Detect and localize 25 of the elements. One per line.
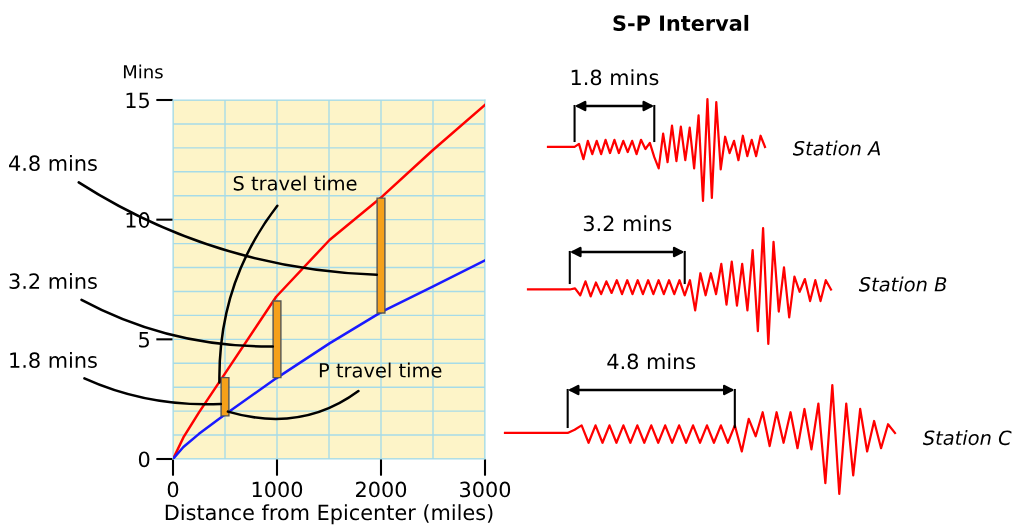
series-label: Station C: [922, 430, 1012, 446]
line-series: [173, 103, 485, 459]
bar: [376, 197, 386, 314]
x-tick-label: 1000: [252, 481, 303, 498]
x-tick-label: 0: [167, 481, 179, 498]
annotation: 1.8 mins: [10, 351, 97, 369]
y-tick-label: 15: [126, 92, 149, 109]
chart-title: S-P Interval: [613, 14, 749, 32]
annotation: 4.8 mins: [9, 154, 97, 172]
x-tick-label: 2000: [356, 481, 407, 498]
y-axis-title: Mins: [123, 64, 163, 79]
series-label: Station B: [858, 276, 947, 292]
text: 1.8 mins: [571, 69, 659, 86]
y-tick-label: 0: [138, 451, 150, 468]
annotation: 3.2 mins: [9, 272, 97, 290]
series-label: P travel time: [319, 362, 442, 378]
series-label: S travel time: [233, 175, 357, 191]
y-tick-label: 5: [139, 332, 149, 348]
x-axis-title: Distance from Epicenter (miles): [165, 504, 493, 525]
text: 4.8 mins: [607, 353, 696, 370]
bar: [220, 376, 230, 417]
series-label: Station A: [792, 140, 881, 156]
bar: [272, 300, 282, 379]
annotation: 3.2 mins: [583, 215, 672, 232]
x-tick-label: 3000: [460, 481, 511, 498]
